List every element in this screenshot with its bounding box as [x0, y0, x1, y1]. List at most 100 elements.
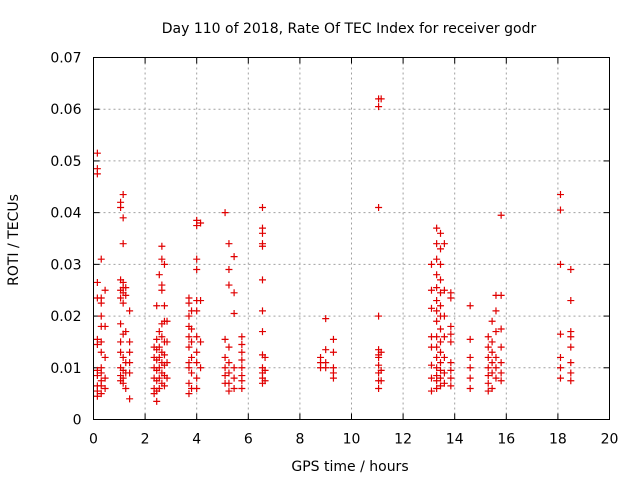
grid-lines: [93, 57, 610, 420]
y-tick-label: 0.05: [50, 154, 81, 170]
data-point: [97, 382, 105, 390]
data-point: [258, 276, 266, 284]
data-point: [185, 299, 193, 307]
data-point: [230, 364, 238, 372]
data-point: [221, 364, 229, 372]
data-point: [497, 343, 505, 351]
data-point: [437, 289, 445, 297]
data-point: [97, 369, 105, 377]
y-tick-label: 0.04: [50, 206, 81, 222]
data-point: [484, 333, 492, 341]
data-point: [185, 312, 193, 320]
data-point: [97, 338, 105, 346]
data-point: [197, 338, 205, 346]
data-point: [447, 322, 455, 330]
data-point: [322, 364, 330, 372]
data-point: [447, 330, 455, 338]
data-point: [437, 302, 445, 310]
data-point: [93, 170, 101, 178]
data-point: [197, 219, 205, 227]
data-point: [193, 359, 201, 367]
data-point: [497, 211, 505, 219]
y-tick-label: 0: [73, 413, 82, 429]
data-point: [567, 297, 575, 305]
y-tick-label: 0.01: [50, 361, 81, 377]
y-axis-tick-labels: 0 0.01 0.02 0.03 0.04 0.05 0.06 0.07: [50, 51, 81, 429]
data-point: [377, 95, 385, 103]
data-point: [193, 348, 201, 356]
data-point: [433, 271, 441, 279]
data-point: [375, 203, 383, 211]
data-point: [437, 359, 445, 367]
data-point: [375, 353, 383, 361]
data-point: [101, 374, 109, 382]
data-point: [427, 387, 435, 395]
data-point: [488, 359, 496, 367]
data-point: [433, 284, 441, 292]
data-point: [437, 382, 445, 390]
data-point: [466, 384, 474, 392]
data-point: [433, 224, 441, 232]
data-point: [197, 297, 205, 305]
data-point: [230, 253, 238, 261]
data-point: [221, 335, 229, 343]
data-point: [466, 364, 474, 372]
data-point: [122, 284, 130, 292]
data-point: [484, 343, 492, 351]
data-point: [447, 382, 455, 390]
data-point: [225, 281, 233, 289]
data-point: [437, 276, 445, 284]
data-point: [492, 307, 500, 315]
data-point: [119, 240, 127, 248]
x-axis-tick-labels: 0 2 4 6 8 10 12 14 16 18 20: [89, 432, 618, 448]
data-point: [153, 302, 161, 310]
data-point: [119, 299, 127, 307]
data-point: [433, 364, 441, 372]
data-point: [484, 379, 492, 387]
data-point: [437, 366, 445, 374]
data-point: [556, 260, 564, 268]
data-point: [158, 255, 166, 263]
data-point: [427, 286, 435, 294]
data-point: [117, 294, 125, 302]
data-point: [122, 384, 130, 392]
data-point: [193, 222, 201, 230]
x-tick-label: 2: [141, 432, 150, 448]
data-point: [126, 348, 134, 356]
y-tick-label: 0.06: [50, 102, 81, 118]
data-point: [153, 335, 161, 343]
data-point: [188, 338, 196, 346]
data-points: [93, 95, 575, 405]
data-point: [117, 320, 125, 328]
y-tick-label: 0.02: [50, 309, 81, 325]
data-point: [466, 302, 474, 310]
data-point: [440, 379, 448, 387]
data-point: [101, 384, 109, 392]
data-point: [160, 382, 168, 390]
data-point: [225, 266, 233, 274]
data-point: [97, 299, 105, 307]
data-point: [488, 384, 496, 392]
data-point: [97, 348, 105, 356]
data-point: [117, 203, 125, 211]
data-point: [160, 351, 168, 359]
data-point: [119, 379, 127, 387]
data-point: [437, 374, 445, 382]
x-tick-label: 6: [244, 432, 253, 448]
data-point: [163, 359, 171, 367]
data-point: [155, 364, 163, 372]
data-point: [230, 289, 238, 297]
data-point: [155, 328, 163, 336]
data-point: [556, 353, 564, 361]
data-point: [185, 364, 193, 372]
data-point: [160, 260, 168, 268]
data-point: [261, 366, 269, 374]
data-point: [497, 291, 505, 299]
data-point: [329, 374, 337, 382]
data-point: [466, 335, 474, 343]
data-point: [488, 317, 496, 325]
data-point: [225, 359, 233, 367]
data-point: [188, 369, 196, 377]
data-point: [567, 369, 575, 377]
data-point: [437, 348, 445, 356]
